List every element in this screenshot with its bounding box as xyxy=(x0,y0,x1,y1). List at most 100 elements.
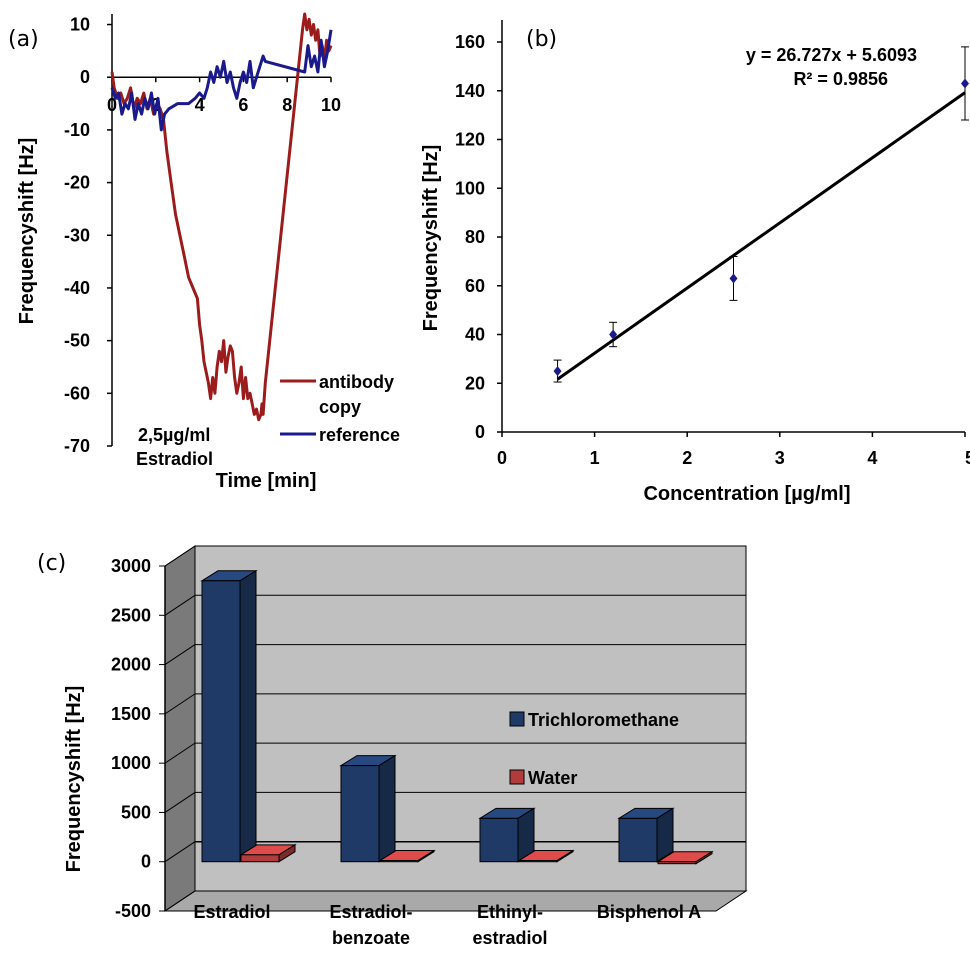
panel-c-bar-trichloromethane-3 xyxy=(618,817,658,863)
panel-c-bar-water-2 xyxy=(518,860,558,863)
legend-label-trichloromethane: Trichloromethane xyxy=(528,710,679,730)
panel-c-3d-bar-chart: (c) Frequencyshift [Hz] 3000 2500 2000 1500… xyxy=(37,545,748,948)
panel-b-x-tick-label: 4 xyxy=(867,448,877,468)
panel-c-y-axis-title: Frequencyshift [Hz] xyxy=(63,686,85,873)
panel-c-bar-water-3 xyxy=(657,861,697,865)
panel-c-bar-trichloromethane-1-side xyxy=(378,754,396,863)
panel-c-label: (c) xyxy=(37,551,66,576)
panel-b-y-tick-label: 100 xyxy=(455,178,485,198)
panel-c-side-gridline xyxy=(164,841,196,863)
panel-b-axes xyxy=(497,20,966,437)
panel-a-annotation-compound: Estradiol xyxy=(136,449,213,469)
panel-a-x-tick-label: 8 xyxy=(282,95,292,115)
panel-b-points xyxy=(553,46,969,383)
panel-c-category-labels: Estradiol Estradiol-benzoate Ethinyl-estra… xyxy=(193,902,701,948)
panel-c-side-gridline xyxy=(164,594,196,616)
panel-b-x-tick-label: 1 xyxy=(590,448,600,468)
panel-c-bar-trichloromethane-0-side xyxy=(239,569,257,863)
panel-c-y-tick-label: 2500 xyxy=(111,605,151,625)
panel-b-data-point xyxy=(553,366,562,377)
panel-a-label: (a) xyxy=(8,27,39,52)
panel-c-y-tick-label: 3000 xyxy=(111,556,151,576)
panel-c-y-tick-label: 2000 xyxy=(111,655,151,675)
panel-c-y-tick-label: -500 xyxy=(115,901,151,921)
panel-c-category-label: Estradiol xyxy=(193,902,270,922)
panel-a-y-axis-title: Frequencyshift [Hz] xyxy=(16,138,38,325)
panel-b-scatter-chart: (b) Frequencyshift [Hz] Concentration [µ… xyxy=(420,20,970,505)
panel-a-y-tick-label: -50 xyxy=(64,331,90,351)
panel-b-x-tick-labels: 0 1 2 3 4 5 xyxy=(497,448,970,468)
panel-b-y-tick-label: 0 xyxy=(475,422,485,442)
panel-b-regression-line xyxy=(556,91,966,381)
panel-c-bar-trichloromethane-0 xyxy=(201,580,241,863)
panel-c-side-gridline xyxy=(164,545,196,567)
panel-c-category-label: Ethinyl- xyxy=(477,902,543,922)
panel-a-y-tick-labels: 10 0 -10 -20 -30 -40 -50 -60 -70 xyxy=(64,15,90,456)
panel-b-y-tick-label: 60 xyxy=(465,276,485,296)
panel-b-y-tick-label: 160 xyxy=(455,32,485,52)
panel-b-y-tick-labels: 0 20 40 60 80 100 120 140 160 xyxy=(455,32,485,442)
panel-b-y-axis-title: Frequencyshift [Hz] xyxy=(420,145,442,332)
panel-b-x-axis-title: Concentration [µg/ml] xyxy=(643,483,850,505)
panel-a-y-tick-label: -10 xyxy=(64,120,90,140)
panel-c-side-gridline xyxy=(164,693,196,715)
panel-a-y-tick-label: -30 xyxy=(64,225,90,245)
panel-c-y-tick-label: 1000 xyxy=(111,753,151,773)
panel-c-y-tick-label: 0 xyxy=(141,852,151,872)
panel-a-y-tick-label: -70 xyxy=(64,436,90,456)
panel-c-side-gridline xyxy=(164,792,196,813)
panel-a-y-tick-label: 10 xyxy=(70,15,90,35)
panel-a-y-tick-label: -40 xyxy=(64,278,90,298)
panel-a-y-tick-label: -60 xyxy=(64,383,90,403)
legend-label-copy: copy xyxy=(319,397,361,417)
panel-b-x-tick-label: 2 xyxy=(682,448,692,468)
panel-a-series-line-reference xyxy=(110,29,333,132)
panel-c-bar-water-0 xyxy=(240,854,280,863)
panel-b-fit-equation: y = 26.727x + 5.6093 xyxy=(746,45,917,65)
panel-c-category-label: Bisphenol A xyxy=(597,902,701,922)
panel-c-category-label: benzoate xyxy=(332,928,410,948)
legend-swatch-water xyxy=(509,769,525,785)
panel-c-bar-trichloromethane-1 xyxy=(340,765,380,863)
panel-a-y-tick-label: -20 xyxy=(64,173,90,193)
panel-c-side-gridline xyxy=(164,890,196,912)
panel-c-bar-trichloromethane-2 xyxy=(479,817,519,863)
panel-c-legend: Trichloromethane Water xyxy=(509,710,679,788)
panel-c-y-tick-label: 1500 xyxy=(111,704,151,724)
panel-b-data-point xyxy=(729,273,738,284)
panel-b-y-tick-label: 20 xyxy=(465,373,485,393)
panel-b-x-tick-label: 5 xyxy=(965,448,970,468)
panel-a-x-axis-title: Time [min] xyxy=(216,470,317,492)
legend-label-antibody: antibody xyxy=(319,372,394,392)
panel-c-bar-water-1 xyxy=(379,860,419,863)
panel-b-y-tick-label: 120 xyxy=(455,130,485,150)
panel-b-x-tick-label: 3 xyxy=(775,448,785,468)
panel-a-legend: antibody copy reference xyxy=(280,372,400,445)
panel-c-side-gridline xyxy=(164,742,196,764)
panel-b-fit-r-squared: R² = 0.9856 xyxy=(793,69,888,89)
panel-b-x-tick-label: 0 xyxy=(497,448,507,468)
panel-c-side-wall xyxy=(164,545,196,912)
panel-b-y-tick-label: 40 xyxy=(465,325,485,345)
panel-b-data-point xyxy=(609,329,618,340)
panel-b-label: (b) xyxy=(526,27,557,52)
panel-a-line-chart: (a) Frequencyshift [Hz] Time [min] 10 0 -1… xyxy=(8,12,400,492)
panel-c-y-tick-labels: 3000 2500 2000 1500 1000 500 0 -500 xyxy=(111,556,151,921)
panel-a-y-tick-label: 0 xyxy=(80,67,90,87)
legend-swatch-trichloromethane xyxy=(509,711,525,727)
panel-a-annotation-concentration: 2,5µg/ml xyxy=(138,425,210,445)
panel-a-x-tick-label: 4 xyxy=(195,95,205,115)
panel-a-x-tick-label: 6 xyxy=(238,95,248,115)
panel-c-side-gridline xyxy=(164,644,196,665)
panel-b-data-point xyxy=(961,78,969,89)
panel-b-y-tick-label: 80 xyxy=(465,227,485,247)
panel-b-fit-line xyxy=(556,91,966,381)
panel-c-bars xyxy=(200,569,714,865)
panel-c-category-label: Estradiol- xyxy=(329,902,412,922)
panel-c-category-label: estradiol xyxy=(472,928,547,948)
panel-c-y-tick-label: 500 xyxy=(121,802,151,822)
panel-a-x-tick-label: 10 xyxy=(321,95,341,115)
legend-label-water: Water xyxy=(528,768,577,788)
legend-label-reference: reference xyxy=(319,425,400,445)
